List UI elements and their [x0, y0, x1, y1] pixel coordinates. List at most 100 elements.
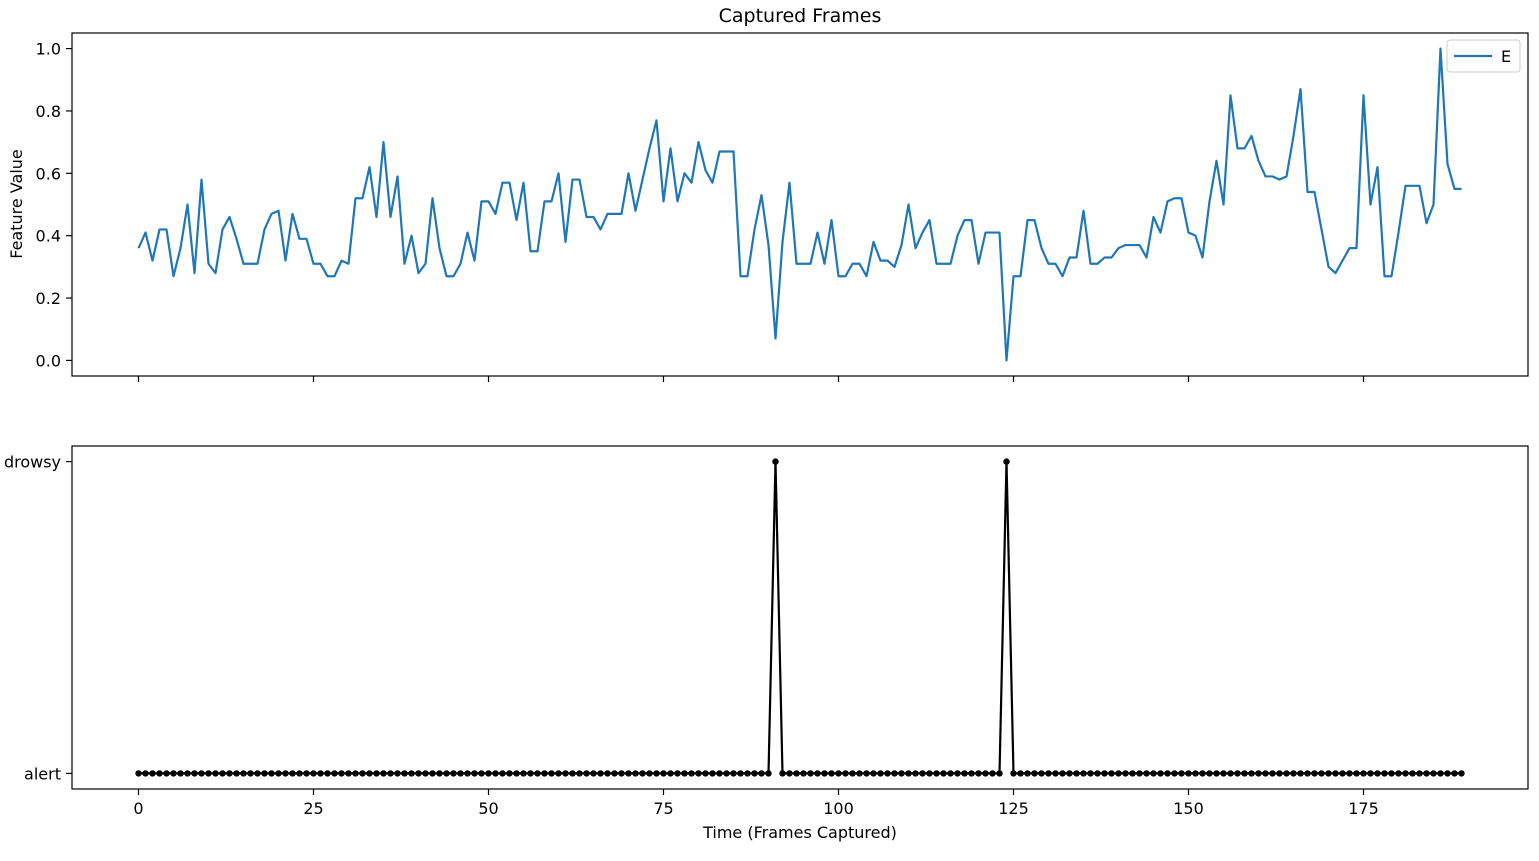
- chart-title: Captured Frames: [719, 5, 882, 27]
- legend: E: [1446, 39, 1521, 73]
- state-point: [793, 770, 800, 777]
- state-point: [800, 770, 807, 777]
- state-point: [471, 770, 478, 777]
- state-point: [1017, 770, 1024, 777]
- state-point: [1136, 770, 1143, 777]
- state-point: [744, 770, 751, 777]
- state-point: [828, 770, 835, 777]
- state-point: [443, 770, 450, 777]
- bottom-panel: alert drowsy 0 25 50 75 100 125 150 175: [4, 445, 1529, 818]
- y-tick-label: 0.4: [36, 227, 61, 246]
- state-point: [779, 770, 786, 777]
- state-point: [863, 770, 870, 777]
- state-point: [1360, 770, 1367, 777]
- state-point: [954, 770, 961, 777]
- state-point: [268, 770, 275, 777]
- state-point: [338, 770, 345, 777]
- state-point: [611, 770, 618, 777]
- state-point: [751, 770, 758, 777]
- state-point: [282, 770, 289, 777]
- state-point: [1031, 770, 1038, 777]
- state-point: [940, 770, 947, 777]
- state-point: [576, 770, 583, 777]
- state-point: [212, 770, 219, 777]
- state-point: [814, 770, 821, 777]
- state-point: [807, 770, 814, 777]
- state-point: [996, 770, 1003, 777]
- state-point: [856, 770, 863, 777]
- state-point: [898, 770, 905, 777]
- state-point: [1129, 770, 1136, 777]
- state-point: [667, 770, 674, 777]
- state-point: [163, 770, 170, 777]
- state-point: [639, 770, 646, 777]
- state-point: [1101, 770, 1108, 777]
- state-point: [1108, 770, 1115, 777]
- state-point: [590, 770, 597, 777]
- state-point: [1122, 770, 1129, 777]
- state-point: [989, 770, 996, 777]
- state-point: [1395, 770, 1402, 777]
- state-point: [870, 770, 877, 777]
- state-point: [240, 770, 247, 777]
- state-point: [1094, 770, 1101, 777]
- state-point: [926, 770, 933, 777]
- state-point: [912, 770, 919, 777]
- state-point: [1171, 770, 1178, 777]
- state-point: [1227, 770, 1234, 777]
- state-point: [1115, 770, 1122, 777]
- state-point: [1409, 770, 1416, 777]
- state-point: [681, 770, 688, 777]
- state-point: [1164, 770, 1171, 777]
- state-point: [1381, 770, 1388, 777]
- state-point: [723, 770, 730, 777]
- state-point: [541, 770, 548, 777]
- state-point: [415, 770, 422, 777]
- state-point: [765, 770, 772, 777]
- state-point: [233, 770, 240, 777]
- state-point: [527, 770, 534, 777]
- state-point: [191, 770, 198, 777]
- state-point: [142, 770, 149, 777]
- state-point: [275, 770, 282, 777]
- bottom-plot-frame: [71, 445, 1529, 790]
- state-point: [1339, 770, 1346, 777]
- state-point: [303, 770, 310, 777]
- state-point: [674, 770, 681, 777]
- state-point: [1437, 770, 1444, 777]
- state-point: [1290, 770, 1297, 777]
- state-point: [702, 770, 709, 777]
- state-point: [429, 770, 436, 777]
- state-point: [205, 770, 212, 777]
- legend-entry: E: [1501, 47, 1511, 66]
- state-point: [219, 770, 226, 777]
- state-point: [506, 770, 513, 777]
- state-point: [1192, 770, 1199, 777]
- state-point: [849, 770, 856, 777]
- state-point: [345, 770, 352, 777]
- state-point: [716, 770, 723, 777]
- x-tick-label: 0: [133, 799, 143, 818]
- state-point: [310, 770, 317, 777]
- state-point: [1353, 770, 1360, 777]
- state-point: [492, 770, 499, 777]
- state-point: [478, 770, 485, 777]
- state-point: [1388, 770, 1395, 777]
- state-point: [947, 770, 954, 777]
- state-point: [331, 770, 338, 777]
- state-point: [548, 770, 555, 777]
- state-point: [1080, 770, 1087, 777]
- state-point: [1269, 770, 1276, 777]
- state-point: [933, 770, 940, 777]
- state-point: [1066, 770, 1073, 777]
- top-plot-frame: [71, 32, 1529, 377]
- state-point: [1304, 770, 1311, 777]
- state-point: [1178, 770, 1185, 777]
- state-point: [646, 770, 653, 777]
- state-point: [597, 770, 604, 777]
- x-tick-label: 50: [478, 799, 498, 818]
- state-point: [464, 770, 471, 777]
- state-point: [835, 770, 842, 777]
- y-tick-label: alert: [24, 764, 61, 783]
- state-point: [1430, 770, 1437, 777]
